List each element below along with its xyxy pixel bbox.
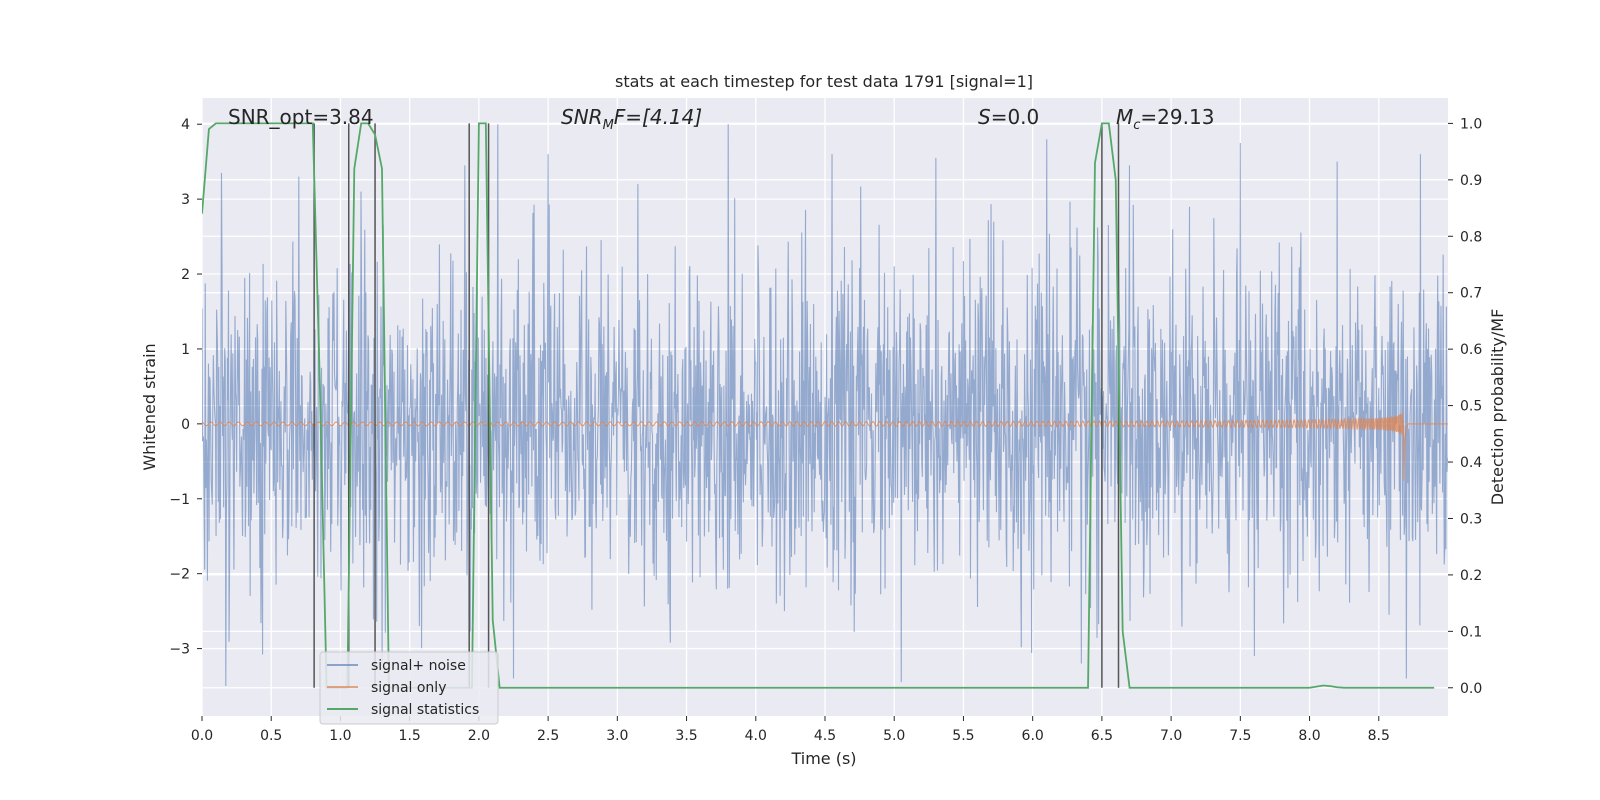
annotation-snr-opt: SNR_opt=3.84 (228, 105, 374, 129)
x-tick-label: 3.0 (606, 728, 628, 744)
x-tick-label: 6.0 (1022, 728, 1044, 744)
y-right-tick-label: 0.9 (1460, 173, 1482, 189)
y-right-tick-label: 0.3 (1460, 511, 1482, 527)
x-tick-label: 5.5 (952, 728, 974, 744)
y-axis-left-ticks: 4 3 2 1 0 −1 −2 −3 (169, 117, 202, 658)
annotation-s-main: S (978, 105, 991, 129)
annotation-s: S=0.0 (978, 105, 1039, 129)
annotation-mc: Mc=29.13 (1116, 105, 1214, 133)
x-tick-label: 4.0 (745, 728, 767, 744)
annotation-mc-main: M (1116, 105, 1133, 129)
x-tick-label: 5.0 (883, 728, 905, 744)
x-tick-label: 2.0 (468, 728, 490, 744)
y-right-tick-label: 0.5 (1460, 399, 1482, 415)
x-tick-label: 8.0 (1298, 728, 1320, 744)
annotations: SNR_opt=3.84 SNRMF=[4.14] S=0.0 Mc=29.13 (228, 105, 1214, 133)
legend-label-signal-statistics: signal statistics (371, 702, 479, 718)
legend-label-signal-plus-noise: signal+ noise (371, 658, 466, 674)
y-left-tick-label: −2 (169, 567, 190, 583)
legend-label-signal-only: signal only (371, 680, 446, 696)
x-tick-label: 1.0 (329, 728, 351, 744)
annotation-snr-mf-rest: F=[4.14] (614, 105, 702, 129)
annotation-snr-mf: SNRMF=[4.14] (561, 105, 702, 133)
x-tick-label: 7.5 (1229, 728, 1251, 744)
series-signal-plus-noise (202, 124, 1448, 687)
signal-plus-noise-line (202, 124, 1448, 687)
y-right-tick-label: 0.7 (1460, 286, 1482, 302)
annotation-s-rest: =0.0 (991, 105, 1040, 129)
y-right-tick-label: 0.2 (1460, 568, 1482, 584)
x-tick-label: 1.5 (399, 728, 421, 744)
annotation-snr-mf-main: SNR (561, 105, 603, 129)
annotation-mc-sub: c (1133, 118, 1140, 133)
x-tick-label: 2.5 (537, 728, 559, 744)
y-right-tick-label: 0.8 (1460, 229, 1482, 245)
y-right-tick-label: 0.0 (1460, 681, 1482, 697)
y-left-tick-label: −1 (169, 492, 190, 508)
y-left-tick-label: 3 (181, 192, 190, 208)
y-right-tick-label: 1.0 (1460, 116, 1482, 132)
x-tick-label: 6.5 (1091, 728, 1113, 744)
y-left-tick-label: 4 (181, 117, 190, 133)
x-tick-label: 8.5 (1368, 728, 1390, 744)
legend-box (319, 651, 499, 725)
y-left-tick-label: 0 (181, 417, 190, 433)
y-axis-right-ticks: 1.0 0.9 0.8 0.7 0.6 0.5 0.4 0.3 0.2 0.1 0.0 (1448, 116, 1482, 697)
x-tick-label: 0.5 (260, 728, 282, 744)
x-axis-ticks: 0.0 0.5 1.0 1.5 2.0 2.5 3.0 3.5 4.0 4.5 5.0 5.5 6.0 6… (191, 716, 1390, 744)
chart-title: stats at each timestep for test data 179… (615, 72, 1033, 91)
signal-only-line (202, 412, 1448, 481)
y-axis-left-label: Whitened strain (140, 343, 159, 470)
y-axis-right-label: Detection probability/MF (1488, 309, 1507, 506)
y-right-tick-label: 0.4 (1460, 455, 1482, 471)
x-tick-label: 0.0 (191, 728, 213, 744)
y-left-tick-label: 1 (181, 342, 190, 358)
x-axis-label: Time (s) (790, 749, 856, 768)
y-left-tick-label: −3 (169, 642, 190, 658)
x-tick-label: 3.5 (675, 728, 697, 744)
annotation-snr-mf-sub: M (603, 118, 614, 133)
y-right-tick-label: 0.6 (1460, 342, 1482, 358)
x-tick-label: 7.0 (1160, 728, 1182, 744)
x-tick-label: 4.5 (814, 728, 836, 744)
series-signal-only (202, 412, 1448, 481)
event-marker-lines (313, 123, 1120, 688)
y-right-tick-label: 0.1 (1460, 624, 1482, 640)
y-left-tick-label: 2 (181, 267, 190, 283)
legend: signal+ noise signal only signal statist… (319, 651, 499, 725)
annotation-mc-rest: =29.13 (1140, 105, 1214, 129)
